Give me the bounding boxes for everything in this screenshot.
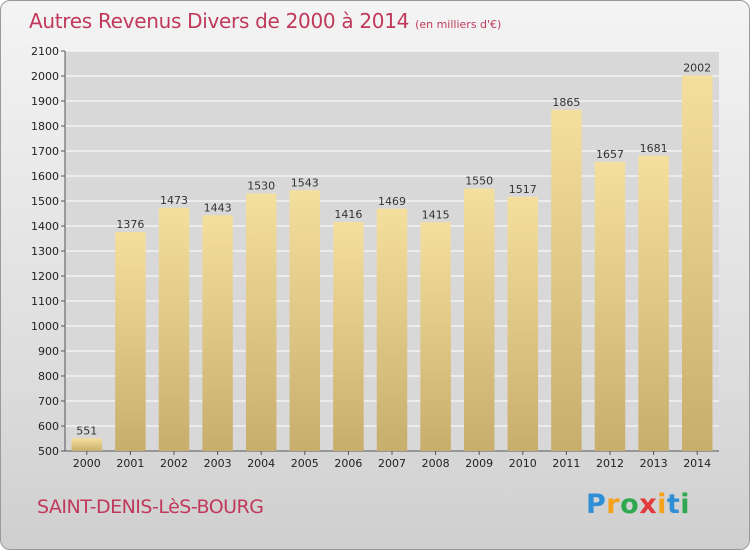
bar [681,75,713,451]
bar [115,232,146,451]
y-tick-label: 1400 [31,220,59,233]
y-tick-label: 1800 [31,120,59,133]
data-label: 1681 [640,142,668,155]
bar [420,222,451,451]
x-tick-label: 2001 [116,457,144,470]
logo-letter: o [620,489,640,520]
y-tick-label: 600 [38,420,59,433]
y-tick-label: 1900 [31,95,59,108]
bar [463,188,495,451]
x-tick-label: 2011 [552,457,580,470]
y-tick-label: 1700 [31,145,59,158]
x-tick-label: 2005 [291,457,319,470]
x-tick-label: 2008 [422,457,450,470]
logo-letter: P [586,489,607,520]
data-label: 1550 [465,175,493,188]
x-tick-label: 2010 [509,457,537,470]
bar [551,109,582,451]
chart-unit: (en milliers d'€) [415,18,502,31]
data-label: 1443 [204,201,232,214]
proxiti-logo: Proxiti [586,489,690,520]
x-tick-label: 2009 [465,457,493,470]
y-tick-label: 700 [38,395,59,408]
logo-letter: x [639,489,658,520]
y-tick-label: 1600 [31,170,59,183]
x-tick-label: 2007 [378,457,406,470]
chart-title: Autres Revenus Divers de 2000 à 2014 (en … [29,9,501,33]
logo-letter: i [680,489,691,520]
bar [158,207,190,451]
data-label: 1473 [160,194,188,207]
y-tick-label: 500 [38,445,59,458]
x-tick-label: 2002 [160,457,188,470]
bar [333,222,364,451]
bar [638,155,669,451]
bar [202,215,233,451]
x-tick-label: 2000 [73,457,101,470]
y-tick-label: 1000 [31,320,59,333]
data-label: 2002 [683,62,711,75]
x-tick-label: 2012 [596,457,624,470]
data-label: 1543 [291,176,319,189]
data-label: 1469 [378,195,406,208]
x-tick-label: 2014 [683,457,711,470]
y-tick-label: 1300 [31,245,59,258]
y-tick-label: 2100 [31,45,59,58]
data-label: 1517 [509,183,537,196]
y-tick-label: 1500 [31,195,59,208]
logo-letter: i [657,489,667,520]
bar [289,190,321,451]
bar [376,208,408,451]
x-tick-label: 2003 [204,457,232,470]
logo-letter: r [606,489,621,520]
chart-title-text: Autres Revenus Divers de 2000 à 2014 [29,9,410,33]
x-tick-label: 2013 [640,457,668,470]
data-label: 1415 [422,208,450,221]
y-tick-label: 1100 [31,295,59,308]
bar [507,196,539,451]
bar [245,193,277,451]
city-name: SAINT-DENIS-LèS-BOURG [37,496,264,518]
y-tick-label: 900 [38,345,59,358]
logo-letter: t [666,489,681,520]
data-label: 1376 [116,218,144,231]
bar [594,161,626,451]
data-label: 1530 [247,180,275,193]
x-tick-label: 2004 [247,457,275,470]
data-label: 551 [76,424,97,437]
y-tick-label: 800 [38,370,59,383]
data-label: 1416 [334,208,362,221]
data-label: 1865 [552,96,580,109]
data-label: 1657 [596,148,624,161]
y-tick-label: 1200 [31,270,59,283]
bar [71,438,103,451]
y-tick-label: 2000 [31,70,59,83]
x-tick-label: 2006 [334,457,362,470]
